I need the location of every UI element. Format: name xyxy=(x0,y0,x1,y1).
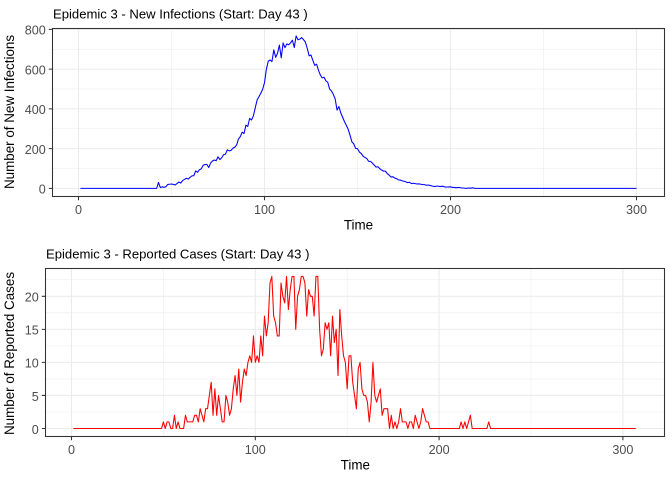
svg-text:200: 200 xyxy=(440,203,461,217)
svg-text:200: 200 xyxy=(429,443,450,457)
svg-text:Number of Reported Cases: Number of Reported Cases xyxy=(2,272,17,435)
svg-text:100: 100 xyxy=(245,443,266,457)
svg-text:0: 0 xyxy=(39,183,46,197)
svg-text:100: 100 xyxy=(254,203,275,217)
svg-text:800: 800 xyxy=(25,24,46,38)
svg-text:10: 10 xyxy=(25,357,39,371)
svg-text:Number of New Infections: Number of New Infections xyxy=(2,35,17,189)
svg-text:20: 20 xyxy=(25,291,39,305)
svg-text:Epidemic 3 - New Infections (S: Epidemic 3 - New Infections (Start: Day … xyxy=(53,6,308,21)
svg-text:Time: Time xyxy=(341,457,370,472)
svg-text:0: 0 xyxy=(32,423,39,437)
svg-text:5: 5 xyxy=(32,390,39,404)
svg-text:300: 300 xyxy=(626,203,647,217)
svg-text:400: 400 xyxy=(25,103,46,117)
svg-text:0: 0 xyxy=(68,443,75,457)
svg-text:300: 300 xyxy=(612,443,633,457)
svg-text:Epidemic 3 - Reported Cases (S: Epidemic 3 - Reported Cases (Start: Day … xyxy=(46,246,309,261)
svg-text:0: 0 xyxy=(75,203,82,217)
svg-text:Time: Time xyxy=(344,217,373,232)
svg-text:200: 200 xyxy=(25,143,46,157)
svg-text:600: 600 xyxy=(25,64,46,78)
svg-text:15: 15 xyxy=(25,324,39,338)
